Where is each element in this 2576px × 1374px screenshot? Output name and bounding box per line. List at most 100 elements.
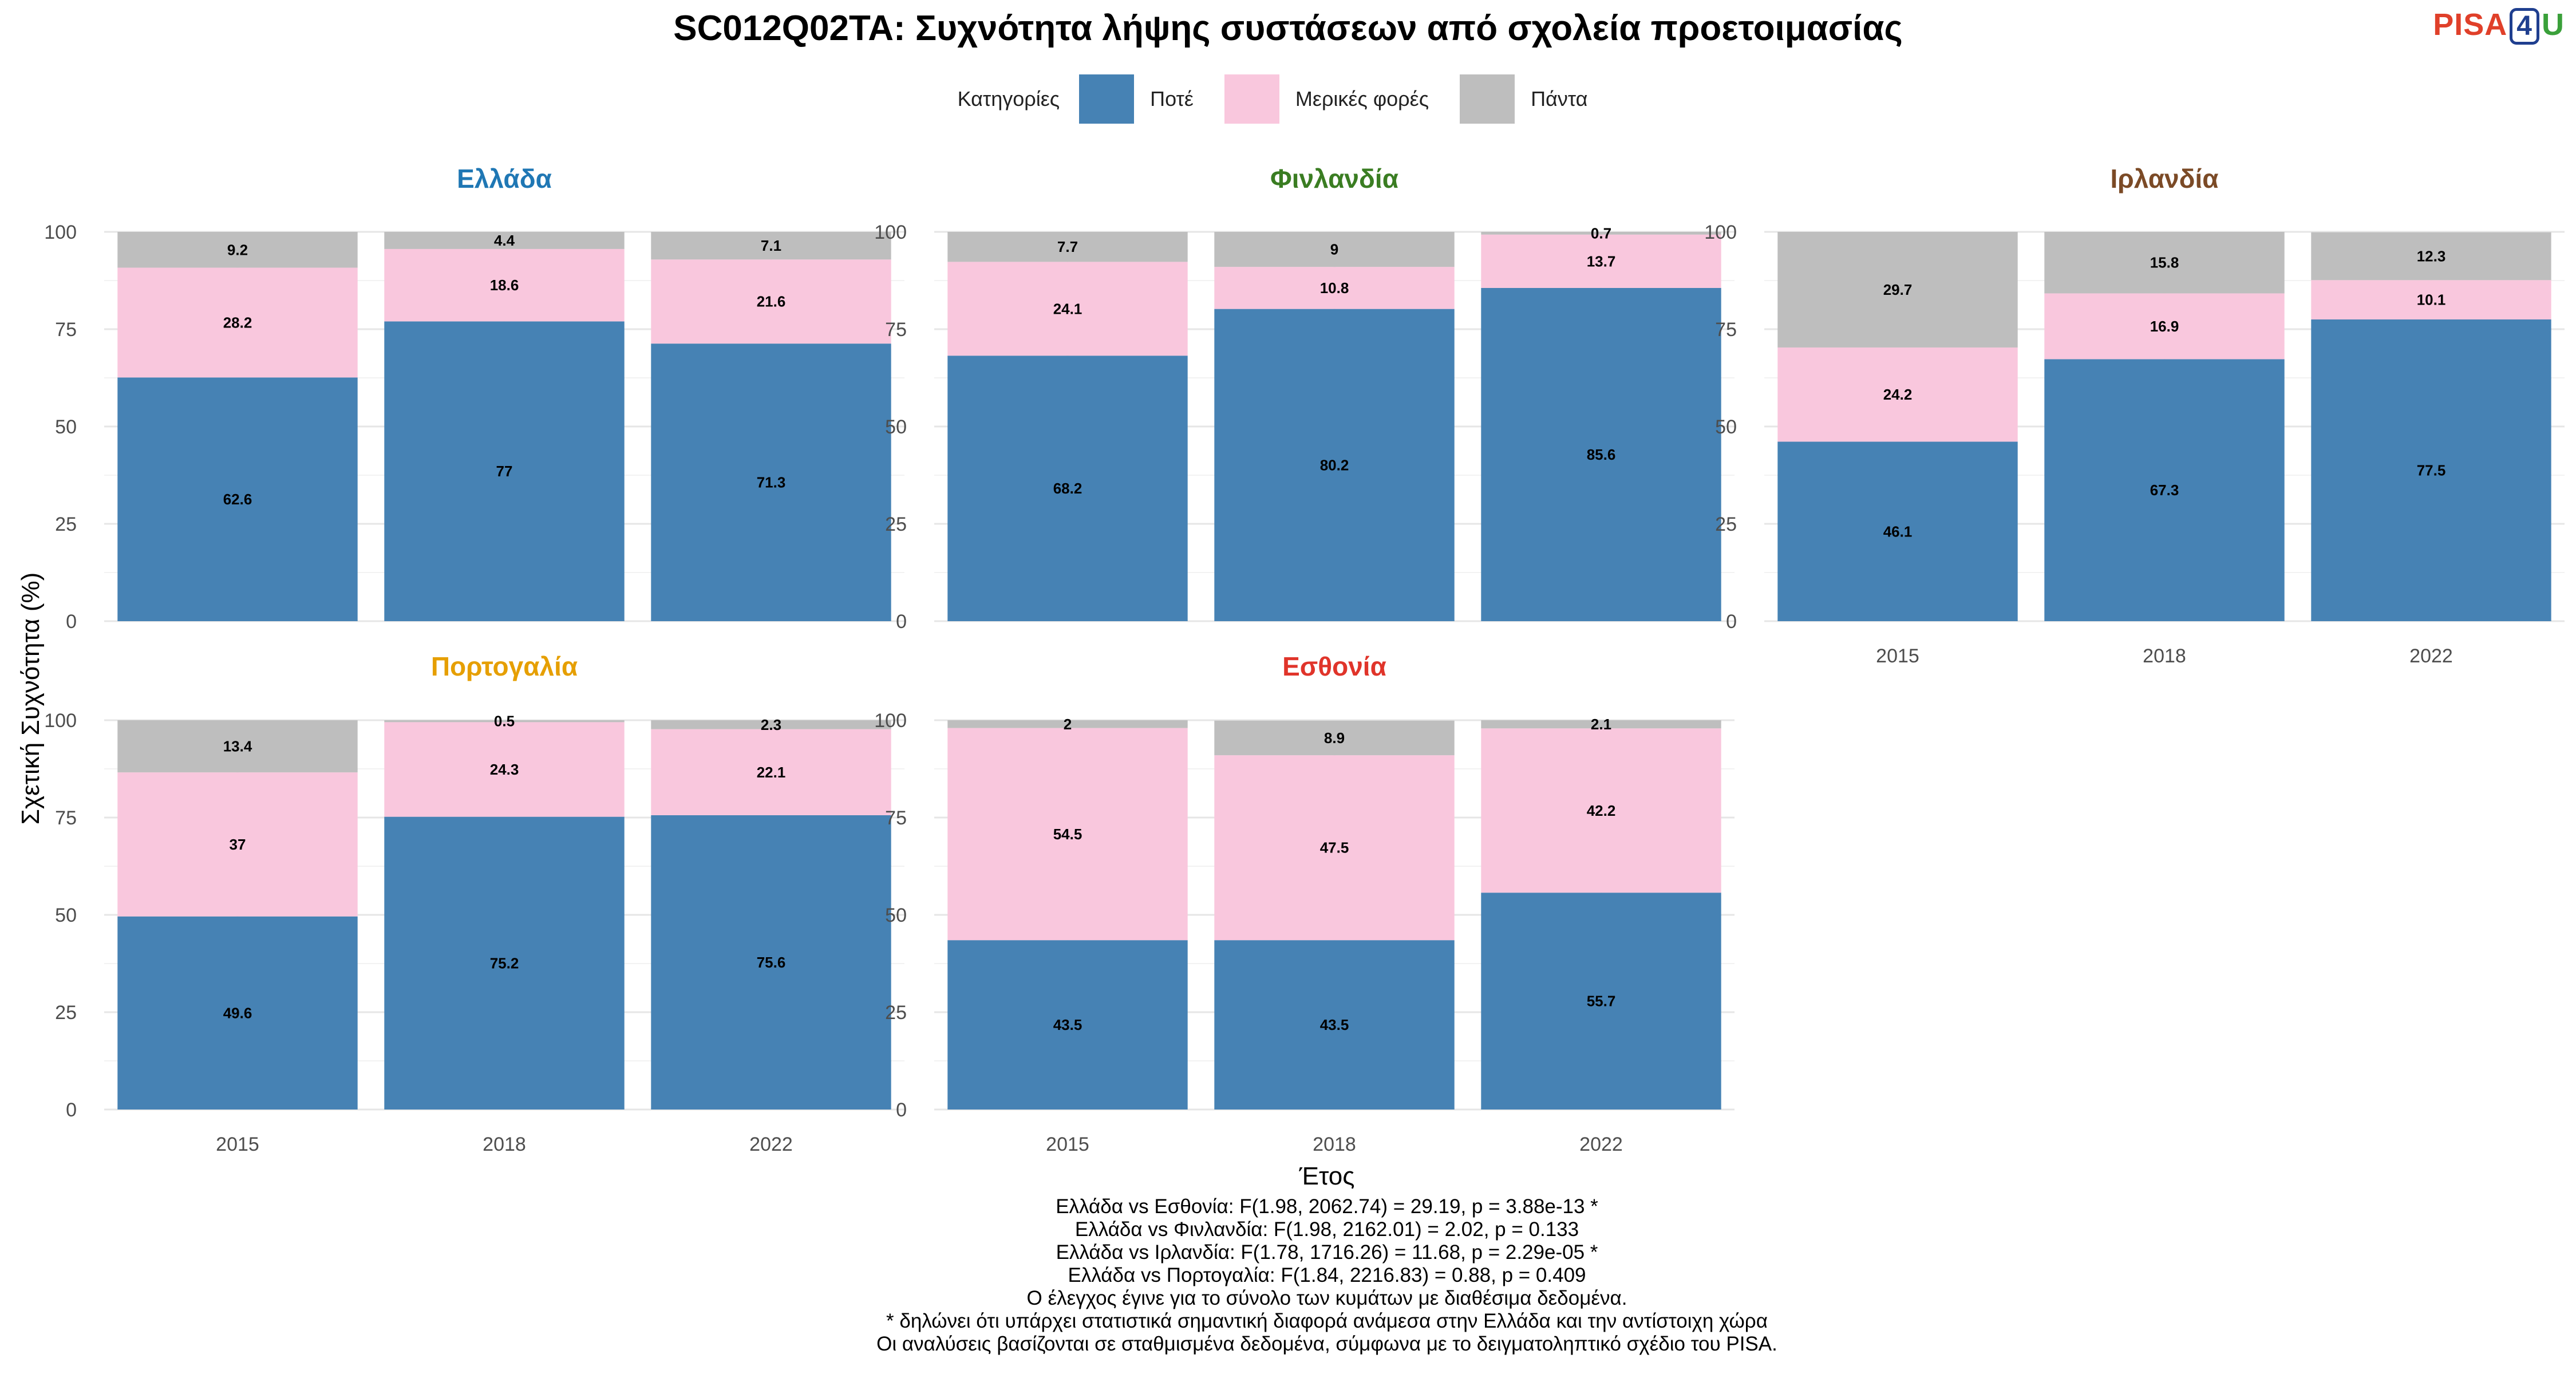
data-label: 24.3 xyxy=(490,761,519,778)
y-tick-label: 0 xyxy=(896,611,907,633)
bar-ελλάδα-2022-2 xyxy=(651,232,891,260)
data-label: 16.9 xyxy=(2150,318,2179,335)
chart-title: SC012Q02TA: Συχνότητα λήψης συστάσεων απ… xyxy=(673,9,1903,48)
bar-ελλάδα-2015-1 xyxy=(117,267,358,378)
data-label: 43.5 xyxy=(1053,1016,1082,1033)
bar-ιρλανδία-2022-2 xyxy=(2311,232,2551,281)
bar-ιρλανδία-2022-0 xyxy=(2311,319,2551,621)
note-line: Ελλάδα vs Φινλανδία: F(1.98, 2162.01) = … xyxy=(1074,1218,1579,1241)
statistical-notes: Ελλάδα vs Εσθονία: F(1.98, 2062.74) = 29… xyxy=(0,1195,2576,1356)
data-label: 10.1 xyxy=(2417,291,2446,309)
x-tick-label: 2018 xyxy=(1313,1134,1356,1155)
data-label: 71.3 xyxy=(757,474,786,491)
data-label: 21.6 xyxy=(757,293,786,310)
x-tick-label: 2022 xyxy=(2409,645,2453,667)
note-line: Οι αναλύσεις βασίζονται σε σταθμισμένα δ… xyxy=(876,1333,1777,1355)
y-tick-label: 0 xyxy=(896,1099,907,1121)
data-label: 67.3 xyxy=(2150,481,2179,499)
y-tick-label: 100 xyxy=(44,222,77,243)
bar-ελλάδα-2018-0 xyxy=(384,321,625,621)
bar-πορτογαλία-2018-1 xyxy=(384,722,625,817)
bar-ελλάδα-2015-0 xyxy=(117,377,358,621)
y-tick-label: 0 xyxy=(1726,611,1737,633)
data-label: 24.2 xyxy=(1883,386,1913,403)
data-label: 4.4 xyxy=(494,232,515,249)
panel-title-πορτογαλία: Πορτογαλία xyxy=(431,652,578,681)
bar-φινλανδία-2015-2 xyxy=(947,232,1188,262)
y-tick-label: 100 xyxy=(1704,222,1737,243)
y-tick-label: 0 xyxy=(66,1099,77,1121)
bar-ελλάδα-2022-1 xyxy=(651,259,891,344)
bar-ιρλανδία-2018-2 xyxy=(2044,232,2285,294)
x-tick-label: 2018 xyxy=(2143,645,2186,667)
y-tick-label: 25 xyxy=(885,1002,907,1024)
data-label: 43.5 xyxy=(1320,1016,1349,1033)
y-tick-label: 0 xyxy=(66,611,77,633)
bar-πορτογαλία-2015-2 xyxy=(117,720,358,773)
legend-swatch-never xyxy=(1079,74,1135,124)
data-label: 2 xyxy=(1064,716,1072,733)
bar-πορτογαλία-2018-0 xyxy=(384,816,625,1110)
data-label: 0.7 xyxy=(1591,224,1611,242)
y-tick-label: 50 xyxy=(885,905,907,926)
y-tick-label: 75 xyxy=(1715,319,1737,341)
data-label: 42.2 xyxy=(1587,802,1616,819)
data-label: 2.1 xyxy=(1591,716,1611,733)
data-label: 68.2 xyxy=(1053,480,1082,497)
bar-ιρλανδία-2015-0 xyxy=(1777,441,2018,621)
bar-φινλανδία-2018-0 xyxy=(1214,309,1455,621)
y-axis-title: Σχετική Συχνότητα (%) xyxy=(17,572,45,825)
bar-ελλάδα-2018-2 xyxy=(384,232,625,249)
y-tick-label: 25 xyxy=(55,514,77,535)
bar-εσθονία-2022-0 xyxy=(1481,893,1721,1110)
data-label: 49.6 xyxy=(223,1004,252,1021)
bar-ιρλανδία-2018-1 xyxy=(2044,293,2285,360)
pisa4u-logo: PISA 4 U xyxy=(2433,7,2565,45)
y-tick-label: 75 xyxy=(885,319,907,341)
data-label: 55.7 xyxy=(1587,993,1616,1010)
y-tick-label: 100 xyxy=(874,710,907,732)
bar-ιρλανδία-2015-1 xyxy=(1777,347,2018,442)
data-label: 85.6 xyxy=(1587,446,1616,463)
bar-ιρλανδία-2018-0 xyxy=(2044,359,2285,621)
note-line: Ελλάδα vs Ιρλανδία: F(1.78, 1716.26) = 1… xyxy=(1056,1241,1598,1264)
y-tick-label: 50 xyxy=(55,905,77,926)
data-label: 18.6 xyxy=(490,277,519,294)
y-tick-label: 25 xyxy=(885,514,907,535)
legend-label-sometimes: Μερικές φορές xyxy=(1295,87,1429,110)
bar-εσθονία-2022-1 xyxy=(1481,728,1721,893)
data-label: 28.2 xyxy=(223,314,252,331)
panel-title-ελλάδα: Ελλάδα xyxy=(457,164,552,194)
data-label: 24.1 xyxy=(1053,300,1082,317)
data-label: 46.1 xyxy=(1883,523,1913,540)
data-label: 37 xyxy=(230,836,246,853)
data-label: 47.5 xyxy=(1320,839,1349,856)
data-label: 62.6 xyxy=(223,491,252,508)
bar-φινλανδία-2022-1 xyxy=(1481,234,1721,288)
data-label: 8.9 xyxy=(1324,729,1345,747)
y-tick-label: 50 xyxy=(1715,416,1737,438)
y-tick-label: 50 xyxy=(55,416,77,438)
x-tick-label: 2015 xyxy=(216,1134,259,1155)
bar-ελλάδα-2015-2 xyxy=(117,232,358,268)
data-label: 77.5 xyxy=(2417,462,2446,479)
legend-swatch-sometimes xyxy=(1224,74,1279,124)
legend: Κατηγορίες Ποτέ Μερικές φορές Πάντα xyxy=(0,74,2576,124)
bar-εσθονία-2015-0 xyxy=(947,940,1188,1110)
legend-swatch-always xyxy=(1460,74,1515,124)
data-label: 0.5 xyxy=(494,713,515,730)
data-label: 15.8 xyxy=(2150,254,2179,271)
note-line: Ελλάδα vs Πορτογαλία: F(1.84, 2216.83) =… xyxy=(1068,1264,1586,1286)
panel-title-φινλανδία: Φινλανδία xyxy=(1270,164,1398,194)
bar-πορτογαλία-2015-0 xyxy=(117,916,358,1110)
bar-εσθονία-2015-1 xyxy=(947,728,1188,941)
data-label: 7.1 xyxy=(761,237,781,254)
x-tick-label: 2022 xyxy=(749,1134,793,1155)
data-label: 29.7 xyxy=(1883,281,1913,298)
panel-title-ιρλανδία: Ιρλανδία xyxy=(2110,164,2218,194)
y-tick-label: 75 xyxy=(55,319,77,341)
legend-label-always: Πάντα xyxy=(1531,87,1588,110)
y-tick-label: 75 xyxy=(885,807,907,829)
bar-πορτογαλία-2022-0 xyxy=(651,815,891,1110)
